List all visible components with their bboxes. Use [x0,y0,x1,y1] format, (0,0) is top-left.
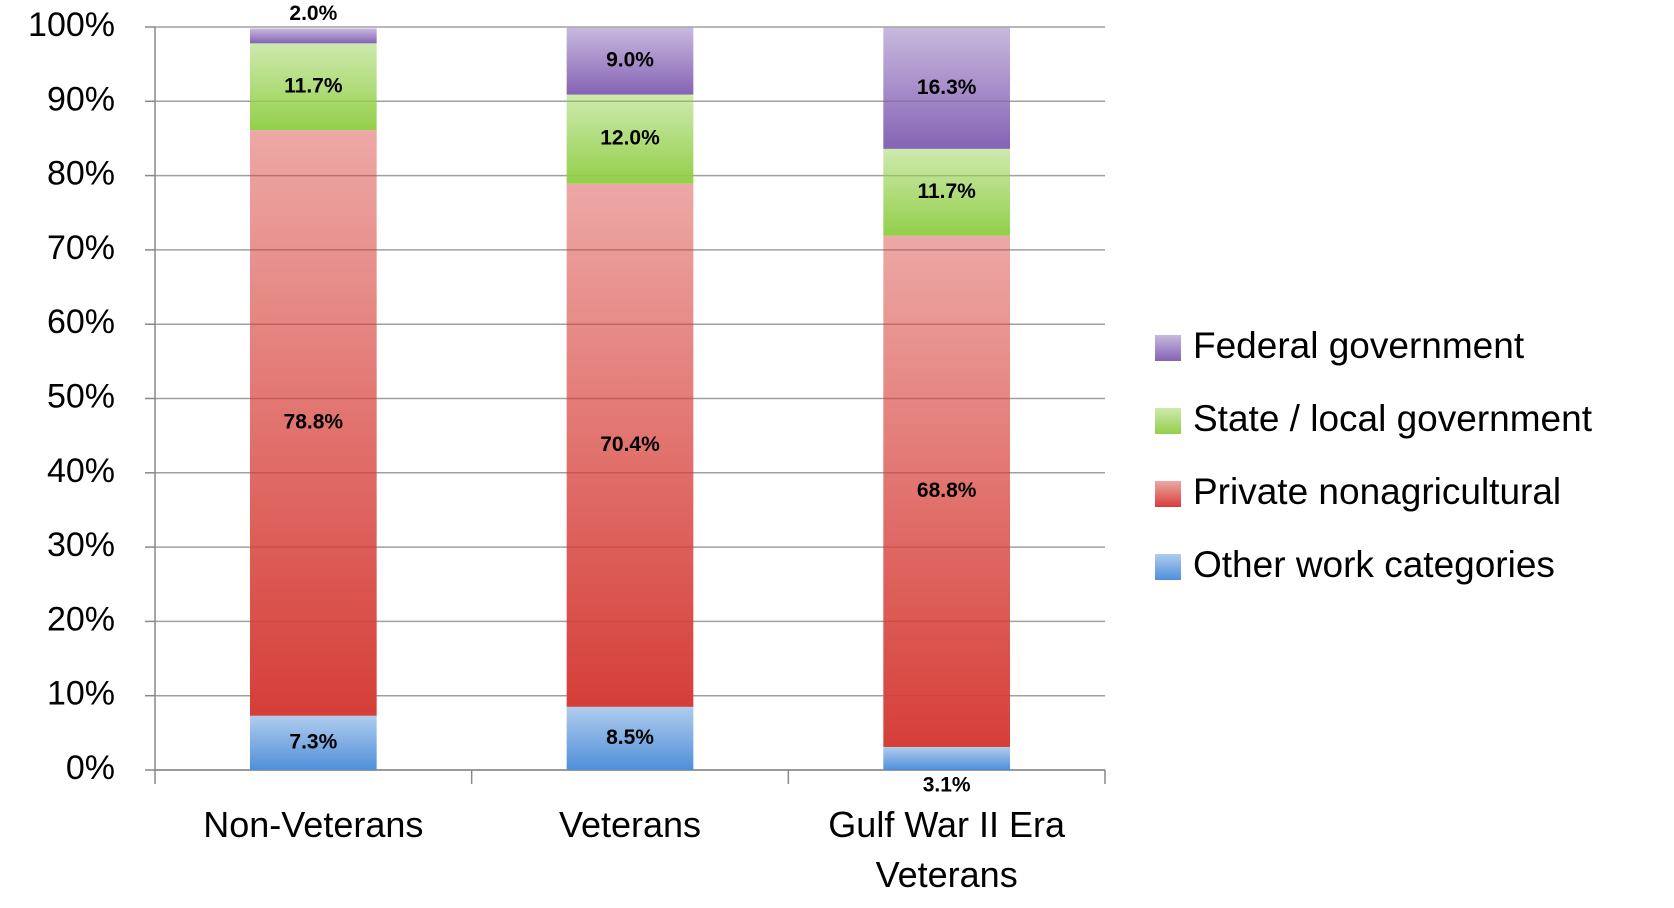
bar-segment [250,28,377,44]
y-tick-label: 40% [47,452,115,490]
y-tick-label: 0% [66,749,115,787]
bar-segment [566,27,694,95]
y-tick-label: 70% [47,229,115,267]
y-tick-label: 30% [47,526,115,564]
data-label: 9.0% [606,49,654,72]
bar-segment [566,706,694,770]
bar-segment [566,94,694,184]
bar-segment [250,43,377,131]
y-tick-label: 80% [47,155,115,193]
x-tick-label: Veterans [558,804,702,845]
bar-segment [883,148,1010,236]
data-label: 70.4% [600,433,660,456]
data-label: 3.1% [923,774,971,797]
data-label: 11.7% [917,180,976,203]
legend-swatch [1155,481,1181,507]
data-label: 7.3% [289,730,337,753]
y-tick-label: 20% [47,600,115,638]
data-label: 11.7% [284,74,343,97]
y-tick-label: 10% [47,675,115,713]
legend-swatch [1155,554,1181,580]
legend-label: Federal government [1193,325,1525,366]
data-label: 16.3% [917,76,977,99]
data-label: 8.5% [606,726,654,749]
y-tick-label: 60% [47,303,115,341]
legend-label: Private nonagricultural [1193,471,1561,512]
bar-segment [883,235,1010,747]
data-label: 68.8% [917,479,977,502]
data-label: 2.0% [289,2,337,25]
x-tick-label: Gulf War II Era Veterans [828,804,1066,895]
bar-segment [250,130,377,716]
y-tick-label: 50% [47,377,115,415]
x-tick-label: Non-Veterans [203,804,424,845]
legend-swatch [1155,408,1181,434]
bar-segment [883,27,1010,149]
bar-segment [566,183,694,707]
bar-segment [250,715,377,770]
y-tick-label: 90% [47,80,115,118]
data-label: 78.8% [284,411,344,434]
data-label: 12.0% [600,127,660,150]
legend-label: Other work categories [1193,544,1555,585]
legend-swatch [1155,335,1181,361]
legend-label: State / local government [1193,398,1593,439]
bar-segment [883,746,1010,770]
y-tick-label: 100% [28,6,115,44]
